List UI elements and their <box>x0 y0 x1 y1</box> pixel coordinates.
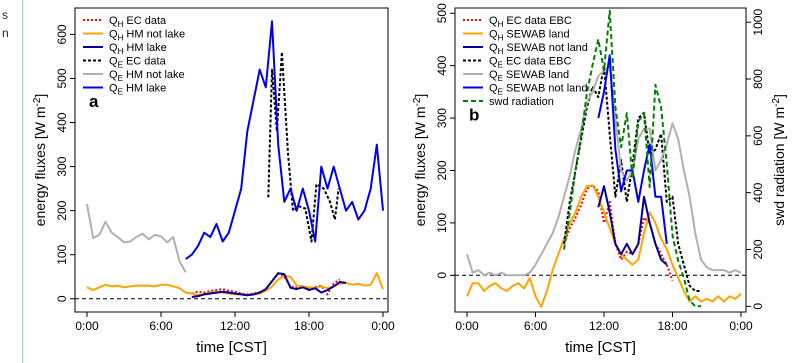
series-line-7 <box>563 9 701 308</box>
page-margin: s n <box>0 0 23 363</box>
legend-entry-4: QE EC data <box>109 56 167 70</box>
y2-tick-label: 200 <box>751 239 765 259</box>
y-tick-label: 500 <box>55 68 69 88</box>
x-tick-label: 12:00 <box>220 319 250 333</box>
legend-entry-6: QE HM lake <box>109 83 166 97</box>
legend-entry-2: QH SEWAB land <box>489 29 570 43</box>
series-line-2 <box>466 184 742 308</box>
x-tick-label: 0:00 <box>75 319 99 333</box>
margin-text-2: n <box>2 26 9 40</box>
series-line-6 <box>597 54 668 245</box>
y2-axis-label: swd radiation [W m-2] <box>771 94 787 226</box>
legend-entry-3: QH SEWAB not land <box>489 42 588 56</box>
y-tick-label: 100 <box>435 213 449 233</box>
y-tick-label: 500 <box>435 3 449 23</box>
y-tick-label: 300 <box>55 156 69 176</box>
panel-label: a <box>89 92 99 111</box>
legend-entry-3: QH HM lake <box>109 42 167 56</box>
series-line-5 <box>86 203 187 273</box>
panel-a: 0:00 6:00 12:00 18:00 0:00 0 100 200 300 400 500 60… <box>32 7 395 356</box>
legend-entry-6: QE SEWAB not land <box>489 83 588 97</box>
x-tick-label: 18:00 <box>657 319 687 333</box>
y2-tick-label: 800 <box>751 69 765 89</box>
x-tick-label: 0:00 <box>455 319 479 333</box>
panel-label: b <box>469 106 479 125</box>
y-tick-label: 400 <box>435 55 449 75</box>
series-line-4 <box>563 64 701 292</box>
legend-entry-7: swd radiation <box>489 96 554 108</box>
y2-tick-label: 1000 <box>751 9 765 36</box>
y2-tick-label: 600 <box>751 126 765 146</box>
x-tick-label: 0:00 <box>729 319 753 333</box>
x-tick-label: 6:00 <box>524 319 548 333</box>
y-tick-label: 400 <box>55 112 69 132</box>
plot-frame <box>454 7 747 313</box>
series-line-3 <box>597 185 668 266</box>
y-tick-label: 300 <box>435 108 449 128</box>
legend-entry-4: QE EC data EBC <box>489 56 571 70</box>
y-tick-label: 600 <box>55 24 69 44</box>
y-tick-label: 100 <box>55 244 69 264</box>
x-axis-label: time [CST] <box>565 339 636 356</box>
y-axis-label: energy fluxes [W m-2] <box>32 94 48 227</box>
legend-entry-5: QE HM not lake <box>109 69 185 83</box>
x-tick-label: 0:00 <box>371 319 395 333</box>
y-tick-label: 0 <box>55 295 69 302</box>
plot-frame <box>74 7 389 313</box>
y-tick-label: 200 <box>435 160 449 180</box>
y2-tick-label: 400 <box>751 182 765 202</box>
series-line-3 <box>191 272 347 298</box>
legend-entry-1: QH EC data <box>109 15 167 29</box>
y-tick-label: 200 <box>55 200 69 220</box>
legend-entry-5: QE SEWAB land <box>489 69 569 83</box>
x-axis-label: time [CST] <box>196 339 267 356</box>
legend-entry-1: QH EC data EBC <box>489 15 572 29</box>
x-tick-label: 6:00 <box>149 319 173 333</box>
legend-entry-2: QH HM not lake <box>109 29 185 43</box>
y-axis-label: energy fluxes [W m-2] <box>412 94 428 227</box>
x-tick-label: 12:00 <box>589 319 619 333</box>
y-tick-label: 0 <box>435 272 449 279</box>
y2-tick-label: 0 <box>751 303 765 310</box>
margin-text-1: s <box>2 8 8 22</box>
panel-b: 0:00 6:00 12:00 18:00 0:00 0 100 200 300 400 500 0 2… <box>412 3 787 356</box>
x-tick-label: 18:00 <box>294 319 324 333</box>
series-line-6 <box>185 20 384 260</box>
